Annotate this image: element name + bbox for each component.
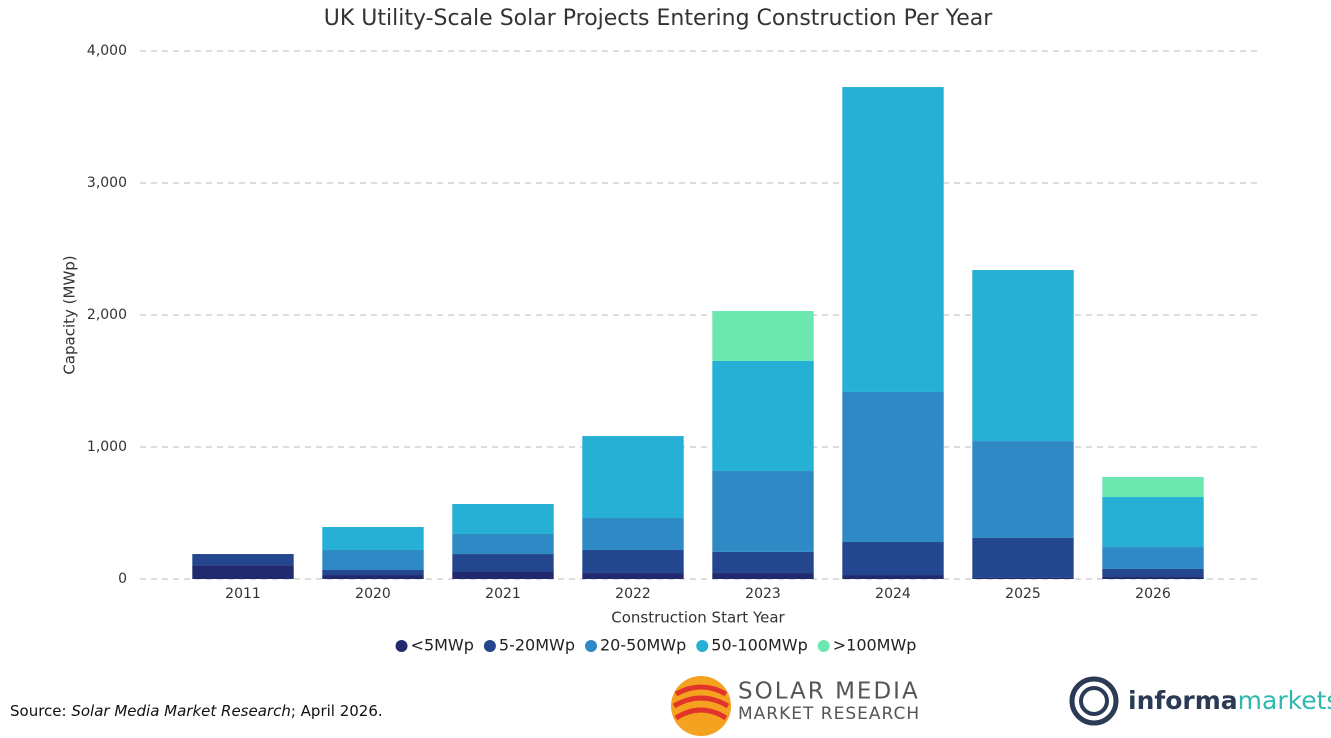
logo-text-part: informa	[1128, 686, 1238, 715]
logo-icon	[1069, 676, 1119, 726]
bar-segment	[712, 471, 814, 552]
solar-media-logo: SOLAR MEDIA MARKET RESEARCH	[671, 676, 920, 736]
bar-segment	[452, 504, 554, 534]
x-tick-label: 2021	[485, 586, 521, 602]
bar-segment	[842, 87, 944, 392]
x-tick-label: 2026	[1135, 586, 1171, 602]
x-tick-label: 2020	[355, 586, 391, 602]
bar-segment	[1102, 497, 1204, 548]
bar-segment	[582, 573, 684, 579]
source-suffix: ; April 2026.	[291, 702, 383, 720]
source-note: Source: Solar Media Market Research; Apr…	[10, 702, 383, 720]
source-prefix: Source:	[10, 702, 71, 720]
legend: <5MWp 5-20MWp 20-50MWp 50-100MWp >100MWp	[395, 636, 917, 655]
logo-text-part: markets	[1238, 686, 1331, 715]
bar-segment	[712, 573, 814, 579]
bar-segment	[712, 360, 814, 472]
bar-segment	[712, 551, 814, 574]
bar-segment	[322, 549, 424, 571]
y-tick-label: 2,000	[87, 307, 127, 323]
legend-label: 50-100MWp	[711, 636, 807, 655]
legend-marker	[483, 640, 496, 652]
bar-segment	[192, 565, 294, 579]
legend-marker	[585, 640, 597, 652]
bar-segment	[1102, 577, 1204, 579]
bar-segment	[322, 526, 424, 550]
x-tick-label: 2024	[875, 586, 911, 602]
bar-segment	[842, 542, 944, 576]
logo-text: MARKET RESEARCH	[738, 704, 920, 724]
bar-segment	[322, 570, 424, 576]
bar-segment	[842, 575, 944, 579]
bar-segment	[452, 554, 554, 573]
y-axis-label: Capacity (MWp)	[61, 255, 79, 374]
bar-segment	[712, 311, 814, 361]
logo-text: SOLAR MEDIA	[738, 679, 920, 705]
y-tick-label: 0	[118, 571, 127, 587]
bar-segment	[1102, 568, 1204, 578]
bar-segment	[1102, 547, 1204, 569]
bar-segment	[192, 554, 294, 566]
x-tick-label: 2011	[225, 586, 261, 602]
bar-segment	[972, 269, 1074, 442]
bar-segment	[582, 436, 684, 519]
legend-label: <5MWp	[411, 636, 474, 655]
bar-segment	[842, 391, 944, 543]
x-tick-label: 2025	[1005, 586, 1041, 602]
informa-logo: informamarkets	[1069, 676, 1331, 726]
bar-segment	[972, 577, 1074, 579]
legend-label: 5-20MWp	[499, 636, 575, 655]
x-tick-label: 2022	[615, 586, 651, 602]
bar-segment	[582, 549, 684, 574]
legend-label: 20-50MWp	[600, 636, 686, 655]
logo-icon	[1079, 686, 1109, 716]
bar-segment	[972, 537, 1074, 578]
bar-segment	[1102, 476, 1204, 498]
logo-text: informamarkets	[1128, 686, 1331, 715]
legend-marker	[696, 640, 709, 652]
legend-label: >100MWp	[833, 636, 917, 655]
bar-segment	[322, 575, 424, 579]
bar-segment	[452, 533, 554, 555]
bar-segment	[452, 572, 554, 579]
chart-title: UK Utility-Scale Solar Projects Entering…	[324, 6, 993, 31]
y-tick-label: 1,000	[87, 439, 127, 455]
bar-segment	[972, 441, 1074, 538]
x-tick-label: 2023	[745, 586, 781, 602]
logo-stripes	[672, 684, 730, 721]
y-tick-label: 3,000	[87, 175, 127, 191]
y-tick-label: 4,000	[87, 43, 127, 59]
legend-marker	[395, 640, 408, 652]
bar-segment	[582, 518, 684, 550]
legend-marker	[817, 640, 830, 652]
x-axis-label: Construction Start Year	[611, 609, 785, 627]
source-title: Solar Media Market Research	[71, 702, 291, 720]
